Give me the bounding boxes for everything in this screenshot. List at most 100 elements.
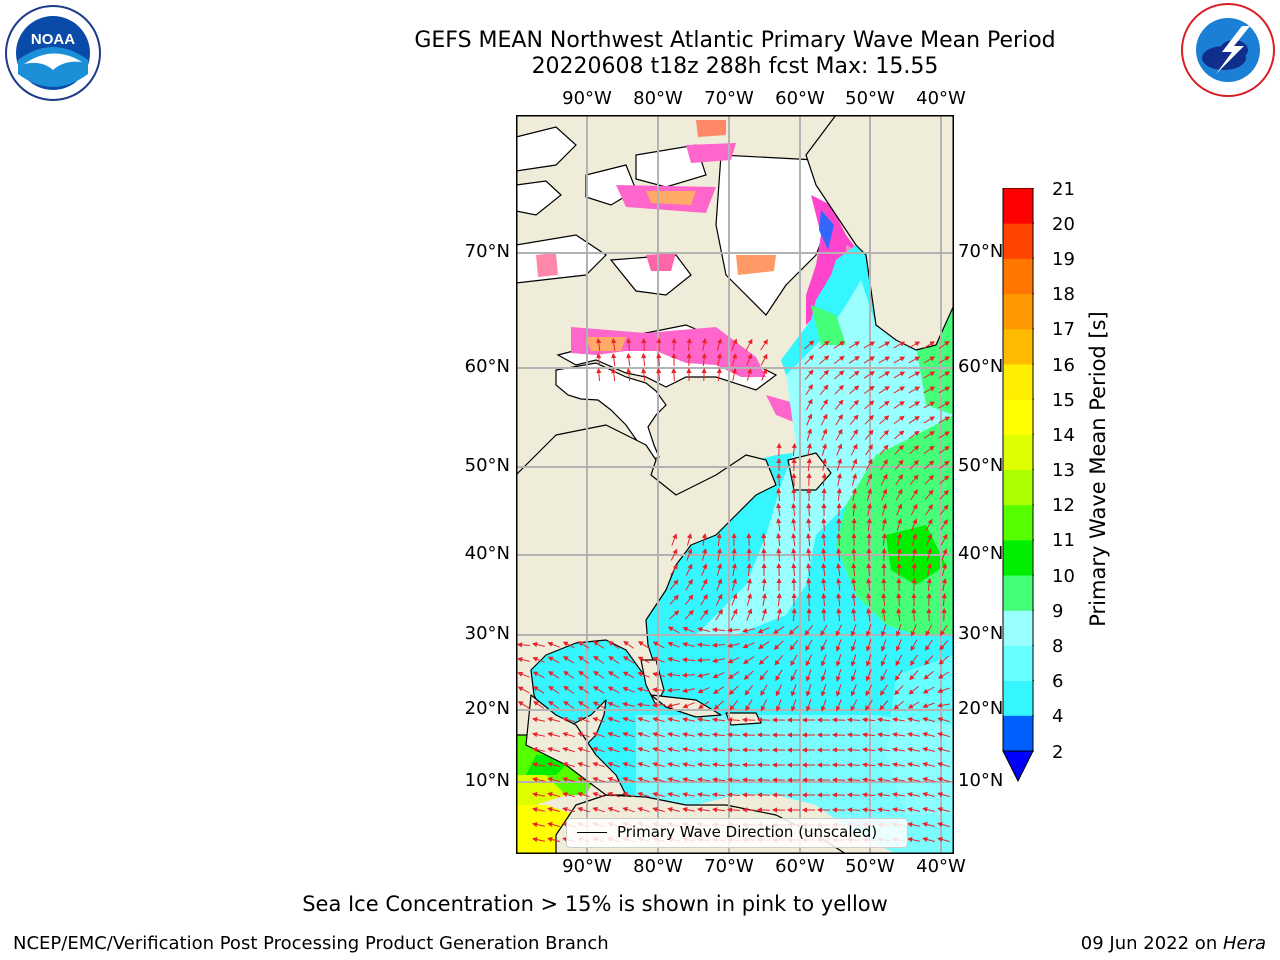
wave-arrow-head [577, 641, 584, 647]
wave-arrow-head [791, 547, 797, 554]
wave-arrow-head [837, 414, 843, 420]
wave-arrow-head [867, 473, 873, 480]
ocean-9-11s [836, 415, 954, 635]
wave-arrow-head [831, 777, 838, 783]
wave-arrow-head [913, 474, 919, 481]
wave-arrow-head [907, 747, 913, 753]
wave-arrow-head [806, 577, 812, 584]
wave-arrow-head [922, 821, 928, 828]
wave-arrow-head [532, 671, 539, 677]
wave-arrow-head [652, 761, 658, 768]
wave-arrow-head [743, 658, 749, 665]
wave-arrow-head [712, 673, 719, 679]
wave-arrow-head [688, 594, 694, 600]
wave-arrow-head [577, 806, 583, 812]
wave-arrow-head [682, 731, 688, 738]
wave-arrow-head [801, 807, 807, 813]
wave-arrow-head [846, 762, 853, 768]
colorbar-band [1003, 645, 1033, 682]
wave-arrow-head [823, 384, 829, 391]
wave-arrow-head [913, 430, 920, 436]
wave-arrow-head [652, 791, 658, 798]
wave-arrow-head [607, 791, 613, 797]
wave-arrow-head [726, 777, 733, 783]
wave-arrow-head [831, 747, 838, 753]
wave-arrow-head [907, 837, 913, 843]
wave-arrow-head [943, 489, 949, 496]
wave-arrow-head [697, 626, 703, 633]
wave-arrow-head [667, 762, 673, 768]
wave-arrow-head [688, 609, 694, 616]
wave-arrow-head [726, 792, 733, 798]
colorbar-tick: 20 [1052, 214, 1075, 235]
wave-arrow-head [801, 762, 807, 768]
wave-arrow-head [922, 761, 928, 768]
wave-arrow-head [942, 563, 948, 569]
wave-arrow-head [548, 685, 554, 691]
wave-arrow-head [850, 630, 856, 637]
wave-arrow-head [791, 607, 797, 614]
wave-arrow-head [937, 791, 943, 798]
wave-arrow-head [944, 371, 951, 377]
wave-arrow-head [850, 705, 856, 712]
wave-arrow-head [804, 629, 810, 636]
wave-arrow-head [786, 777, 792, 783]
wave-arrow-head [791, 472, 797, 478]
wave-arrow-head [892, 762, 898, 768]
wave-arrow-head [912, 518, 918, 525]
wave-arrow-head [727, 642, 733, 649]
lat-tick-left: 50°N [464, 455, 510, 476]
wave-arrow-head [938, 659, 945, 665]
chart-subtitle: 20220608 t18z 288h fcst Max: 15.55 [531, 54, 939, 79]
wave-arrow-head [786, 792, 792, 798]
wave-arrow-head [666, 687, 673, 693]
wave-arrow-head [791, 532, 797, 539]
footer-host: Hera [1222, 933, 1266, 954]
footer-left: NCEP/EMC/Verification Post Processing Pr… [13, 933, 609, 954]
wave-arrow-head [771, 717, 777, 723]
wave-arrow-head [697, 732, 703, 738]
wave-arrow-head [682, 761, 688, 768]
wave-arrow-head [837, 458, 843, 464]
wave-arrow-head [831, 732, 838, 738]
wave-arrow-head [937, 746, 943, 753]
wave-arrow-head [776, 532, 782, 539]
wave-arrow-head [922, 716, 928, 723]
wave-arrow-head [821, 592, 827, 599]
wave-arrow-head [608, 640, 614, 646]
wave-arrow-head [746, 547, 752, 553]
wave-arrow-head [622, 656, 629, 662]
wave-arrow-head [776, 577, 782, 583]
wave-arrow-head [808, 369, 814, 376]
wave-arrow-head [786, 717, 792, 723]
wave-arrow-head [731, 547, 737, 554]
wave-arrow-head [637, 761, 643, 767]
wave-arrow-head [836, 577, 842, 584]
colorbar-tick: 16 [1052, 355, 1075, 376]
wave-arrow-head [517, 701, 524, 707]
wave-arrow-head [547, 746, 553, 753]
wave-arrow-head [701, 367, 707, 374]
wave-arrow-head [776, 442, 782, 449]
wave-arrow-head [939, 644, 945, 651]
wave-arrow-head [687, 578, 693, 585]
wave-arrow-head [607, 716, 613, 722]
wave-arrow-head [839, 341, 845, 347]
wave-arrow-head [762, 368, 768, 375]
wave-arrow-head [912, 489, 918, 495]
wave-arrow-head [831, 762, 838, 768]
wave-arrow-head [611, 352, 617, 359]
wave-arrow-head [682, 776, 688, 783]
lat-tick-left: 70°N [464, 241, 510, 262]
wave-arrow-head [746, 593, 753, 599]
wave-arrow-head [672, 533, 678, 540]
wave-arrow-head [652, 656, 659, 662]
wave-arrow-head [697, 807, 703, 813]
wave-arrow-head [711, 792, 718, 798]
wave-arrow-head [741, 792, 748, 798]
wave-arrow-head [771, 747, 777, 753]
wave-arrow-head [877, 717, 883, 723]
wave-arrow-head [756, 762, 762, 768]
wave-arrow-head [808, 354, 814, 361]
wave-arrow-head [711, 627, 718, 633]
